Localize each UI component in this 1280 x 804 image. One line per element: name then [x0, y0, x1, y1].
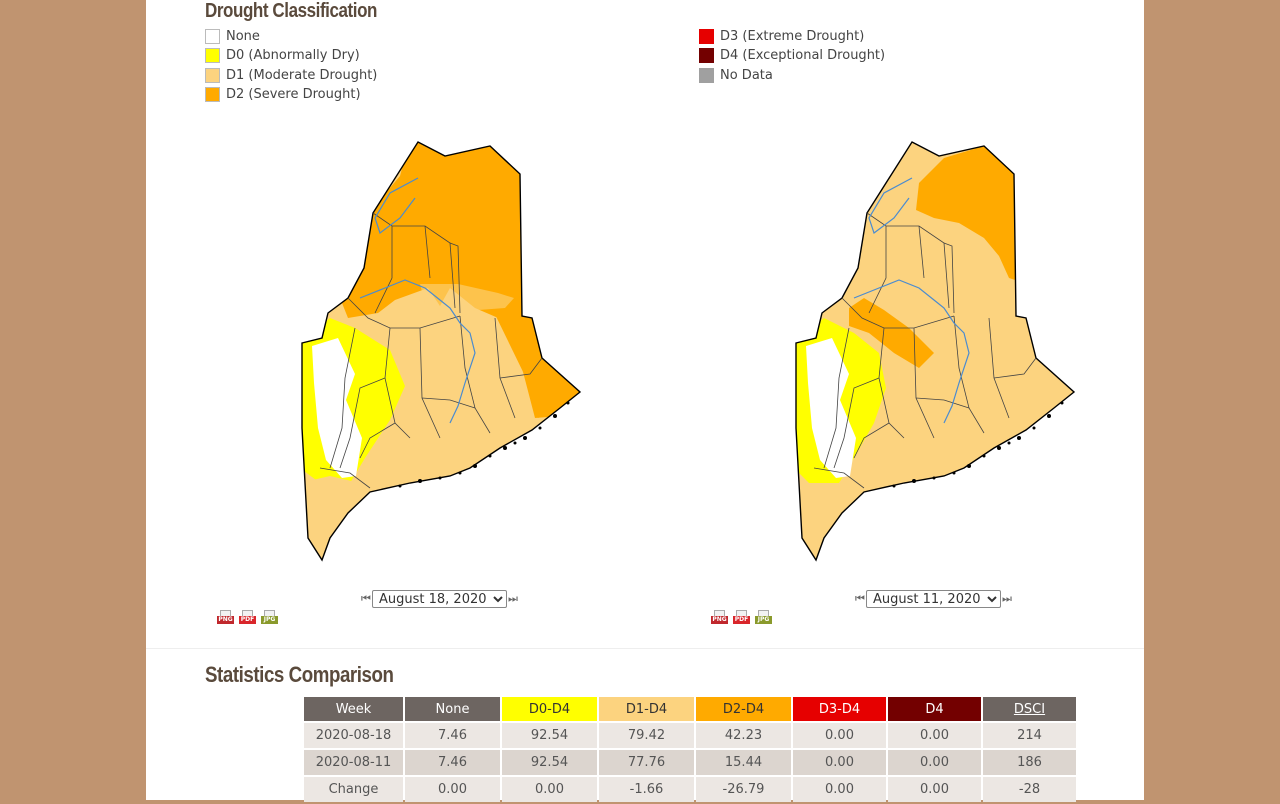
stats-table: Week None D0-D4 D1-D4 D2-D4 D3-D4 D4 DSC… [302, 695, 1078, 804]
legend-swatch [205, 29, 220, 44]
legend-swatch [699, 29, 714, 44]
next-week-arrow-icon[interactable]: ⏭ [508, 592, 518, 605]
date-select-previous[interactable]: August 11, 2020 [866, 590, 1001, 608]
download-icons-previous: PNG PDF JPG [711, 610, 772, 626]
date-select-current[interactable]: August 18, 2020 [372, 590, 507, 608]
table-cell: -28 [983, 777, 1076, 802]
jpg-download-icon[interactable]: JPG [261, 610, 278, 626]
pdf-download-icon[interactable]: PDF [733, 610, 750, 626]
table-cell: Change [304, 777, 403, 802]
download-icons-current: PNG PDF JPG [217, 610, 278, 626]
legend-label: D3 (Extreme Drought) [720, 29, 865, 44]
table-cell: 92.54 [502, 750, 597, 775]
legend-swatch [205, 68, 220, 83]
table-cell: 79.42 [599, 723, 694, 748]
table-cell: 0.00 [405, 777, 500, 802]
section-divider [146, 648, 1144, 649]
table-cell: 0.00 [793, 723, 886, 748]
legend-label: D0 (Abnormally Dry) [226, 48, 360, 63]
legend-swatch [205, 87, 220, 102]
date-control-previous: ⏮ August 11, 2020 ⏭ [854, 590, 1013, 608]
legend-item-d1: D1 (Moderate Drought) [205, 68, 377, 83]
table-cell: 2020-08-18 [304, 723, 403, 748]
table-row: Change 0.00 0.00 -1.66 -26.79 0.00 0.00 … [304, 777, 1076, 802]
table-cell: 92.54 [502, 723, 597, 748]
drought-map-previous [795, 141, 1076, 562]
table-cell: 214 [983, 723, 1076, 748]
pdf-download-icon[interactable]: PDF [239, 610, 256, 626]
legend-item-d3: D3 (Extreme Drought) [699, 29, 864, 44]
next-week-arrow-icon[interactable]: ⏭ [1002, 592, 1012, 605]
legend-label: None [226, 29, 260, 44]
png-download-icon[interactable]: PNG [217, 610, 234, 626]
col-header-week: Week [304, 697, 403, 721]
col-header-none: None [405, 697, 500, 721]
legend-item-no-data: No Data [699, 68, 773, 83]
table-cell: 0.00 [888, 777, 981, 802]
table-cell: 15.44 [696, 750, 791, 775]
col-header-d4: D4 [888, 697, 981, 721]
table-cell: 0.00 [793, 750, 886, 775]
col-header-d2-d4: D2-D4 [696, 697, 791, 721]
table-cell: 7.46 [405, 750, 500, 775]
legend-item-d2: D2 (Severe Drought) [205, 87, 361, 102]
date-control-current: ⏮ August 18, 2020 ⏭ [360, 590, 519, 608]
legend-label: D1 (Moderate Drought) [226, 68, 378, 83]
table-cell: 186 [983, 750, 1076, 775]
png-download-icon[interactable]: PNG [711, 610, 728, 626]
table-cell: -1.66 [599, 777, 694, 802]
prev-week-arrow-icon[interactable]: ⏮ [855, 592, 865, 605]
legend-swatch [699, 68, 714, 83]
legend-title: Drought Classification [205, 0, 378, 22]
table-cell: 0.00 [888, 750, 981, 775]
table-cell: 7.46 [405, 723, 500, 748]
legend-item-d4: D4 (Exceptional Drought) [699, 48, 885, 63]
table-row: 2020-08-11 7.46 92.54 77.76 15.44 0.00 0… [304, 750, 1076, 775]
legend-label: D2 (Severe Drought) [226, 87, 361, 102]
prev-week-arrow-icon[interactable]: ⏮ [361, 592, 371, 605]
jpg-download-icon[interactable]: JPG [755, 610, 772, 626]
table-cell: 0.00 [502, 777, 597, 802]
stats-title: Statistics Comparison [205, 662, 394, 687]
col-header-d3-d4: D3-D4 [793, 697, 886, 721]
table-cell: -26.79 [696, 777, 791, 802]
legend-label: No Data [720, 68, 773, 83]
legend-label: D4 (Exceptional Drought) [720, 48, 886, 63]
table-cell: 0.00 [793, 777, 886, 802]
stats-header-row: Week None D0-D4 D1-D4 D2-D4 D3-D4 D4 DSC… [304, 697, 1076, 721]
legend-swatch [699, 48, 714, 63]
table-cell: 42.23 [696, 723, 791, 748]
col-header-dsci-link[interactable]: DSCI [983, 697, 1076, 721]
legend-swatch [205, 48, 220, 63]
legend-item-d0: D0 (Abnormally Dry) [205, 48, 360, 63]
table-cell: 2020-08-11 [304, 750, 403, 775]
table-row: 2020-08-18 7.46 92.54 79.42 42.23 0.00 0… [304, 723, 1076, 748]
legend-item-none: None [205, 29, 260, 44]
col-header-d1-d4: D1-D4 [599, 697, 694, 721]
drought-map-current [301, 141, 582, 562]
col-header-d0-d4: D0-D4 [502, 697, 597, 721]
table-cell: 77.76 [599, 750, 694, 775]
page-content: Drought Classification None D0 (Abnormal… [146, 0, 1144, 802]
table-cell: 0.00 [888, 723, 981, 748]
